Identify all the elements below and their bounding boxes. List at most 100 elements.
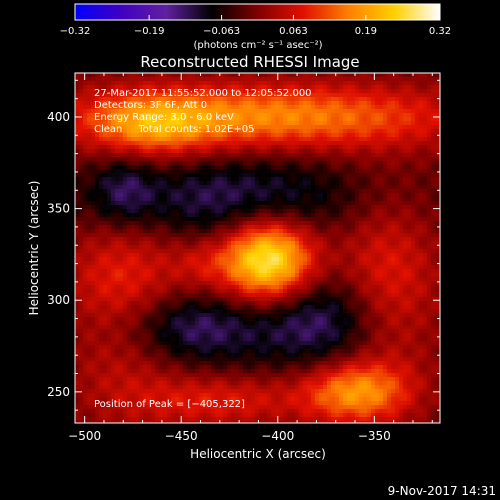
heatmap-cell [331, 125, 335, 129]
heatmap-cell [171, 157, 175, 161]
heatmap-cell [247, 81, 251, 85]
heatmap-cell [183, 237, 187, 241]
heatmap-cell [95, 193, 99, 197]
heatmap-cell [427, 253, 431, 257]
heatmap-cell [119, 105, 123, 109]
heatmap-cell [187, 117, 191, 121]
heatmap-cell [311, 137, 315, 141]
heatmap-cell [427, 157, 431, 161]
heatmap-cell [287, 285, 291, 289]
heatmap-cell [259, 213, 263, 217]
heatmap-cell [95, 265, 99, 269]
heatmap-cell [427, 145, 431, 149]
heatmap-cell [351, 213, 355, 217]
heatmap-cell [143, 193, 147, 197]
heatmap-cell [407, 121, 411, 125]
heatmap-cell [299, 173, 303, 177]
heatmap-cell [427, 221, 431, 225]
heatmap-cell [91, 125, 95, 129]
heatmap-cell [379, 165, 383, 169]
heatmap-cell [403, 101, 407, 105]
heatmap-cell [103, 181, 107, 185]
heatmap-cell [275, 213, 279, 217]
heatmap-cell [323, 77, 327, 81]
heatmap-cell [187, 213, 191, 217]
heatmap-cell [423, 201, 427, 205]
heatmap-cell [243, 205, 247, 209]
heatmap-cell [359, 97, 363, 101]
heatmap-cell [219, 177, 223, 181]
heatmap-cell [407, 181, 411, 185]
heatmap-cell [179, 213, 183, 217]
heatmap-cell [275, 181, 279, 185]
heatmap-cell [287, 77, 291, 81]
heatmap-cell [399, 173, 403, 177]
heatmap-cell [199, 137, 203, 141]
heatmap-cell [419, 221, 423, 225]
heatmap-cell [131, 105, 135, 109]
heatmap-cell [419, 101, 423, 105]
heatmap-cell [411, 113, 415, 117]
heatmap-cell [339, 145, 343, 149]
heatmap-cell [311, 173, 315, 177]
heatmap-cell [135, 201, 139, 205]
heatmap-cell [311, 245, 315, 249]
heatmap-cell [247, 273, 251, 277]
heatmap-cell [203, 253, 207, 257]
heatmap-cell [247, 85, 251, 89]
heatmap-cell [283, 113, 287, 117]
heatmap-cell [279, 89, 283, 93]
heatmap-cell [219, 109, 223, 113]
heatmap-cell [199, 105, 203, 109]
heatmap-cell [407, 229, 411, 233]
heatmap-cell [131, 129, 135, 133]
heatmap-cell [175, 97, 179, 101]
heatmap-cell [171, 105, 175, 109]
heatmap-cell [375, 129, 379, 133]
heatmap-cell [251, 97, 255, 101]
heatmap-cell [223, 77, 227, 81]
heatmap-cell [307, 285, 311, 289]
heatmap-cell [299, 85, 303, 89]
heatmap-cell [123, 157, 127, 161]
heatmap-cell [279, 285, 283, 289]
heatmap-cell [131, 137, 135, 141]
heatmap-cell [411, 265, 415, 269]
heatmap-cell [431, 117, 435, 121]
heatmap-cell [175, 273, 179, 277]
heatmap-cell [171, 121, 175, 125]
heatmap-cell [267, 241, 271, 245]
heatmap-cell [363, 125, 367, 129]
heatmap-cell [139, 121, 143, 125]
heatmap-cell [115, 221, 119, 225]
heatmap-cell [263, 141, 267, 145]
heatmap-cell [191, 185, 195, 189]
heatmap-cell [251, 165, 255, 169]
heatmap-cell [383, 257, 387, 261]
heatmap-cell [299, 113, 303, 117]
heatmap-cell [103, 89, 107, 93]
heatmap-cell [347, 249, 351, 253]
heatmap-cell [407, 137, 411, 141]
heatmap-cell [263, 157, 267, 161]
heatmap-cell [359, 137, 363, 141]
heatmap-cell [271, 113, 275, 117]
heatmap-cell [383, 157, 387, 161]
heatmap-cell [307, 265, 311, 269]
heatmap-cell [319, 245, 323, 249]
heatmap-cell [147, 185, 151, 189]
heatmap-cell [175, 145, 179, 149]
heatmap-cell [231, 213, 235, 217]
heatmap-cell [307, 245, 311, 249]
heatmap-cell [283, 137, 287, 141]
heatmap-cell [259, 77, 263, 81]
heatmap-cell [407, 81, 411, 85]
heatmap-cell [327, 169, 331, 173]
heatmap-cell [231, 109, 235, 113]
heatmap-cell [119, 81, 123, 85]
heatmap-cell [303, 101, 307, 105]
heatmap-cell [303, 193, 307, 197]
heatmap-cell [111, 101, 115, 105]
heatmap-cell [279, 157, 283, 161]
heatmap-cell [159, 129, 163, 133]
